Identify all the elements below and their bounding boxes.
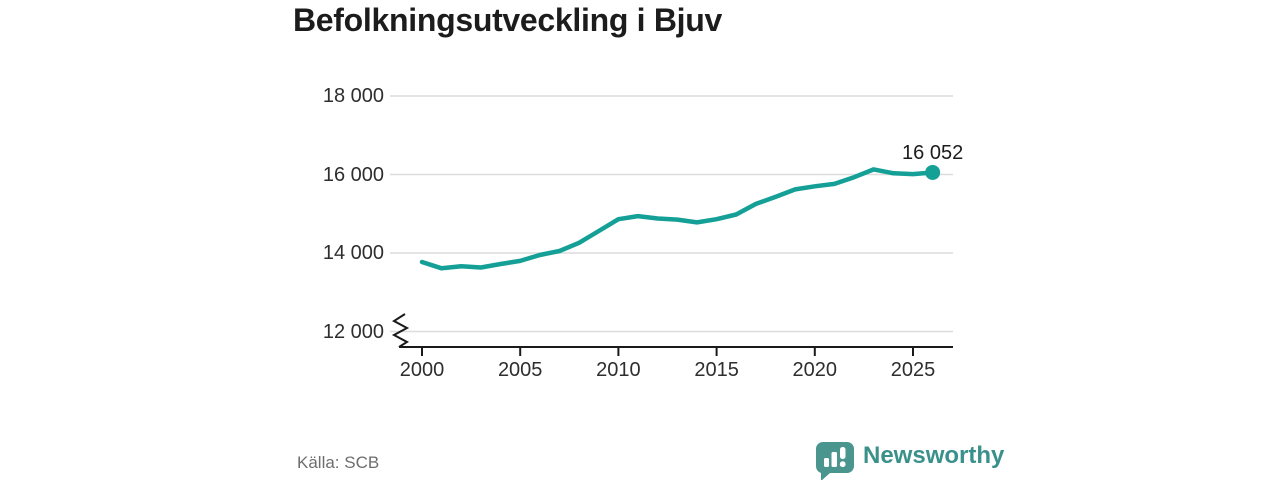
x-axis-tick-label: 2020 [792, 359, 838, 381]
source-label: Källa: SCB [297, 453, 380, 472]
x-axis-tick-label: 2015 [694, 359, 739, 381]
y-axis-tick-label: 18 000 [322, 85, 384, 107]
y-axis-tick-label: 14 000 [322, 242, 384, 264]
y-axis-tick-label: 16 000 [322, 163, 384, 186]
endpoint-marker [925, 164, 941, 180]
exclamation-dot [839, 461, 846, 468]
newsworthy-logo[interactable]: Newsworthy [813, 438, 1004, 480]
population-line-series [419, 167, 935, 271]
y-axis-tick-label: 12 000 [322, 320, 384, 343]
chart-title: Befolkningsutveckling i Bjuv [293, 2, 723, 38]
x-axis-tick-label: 2025 [890, 359, 936, 381]
newsworthy-bubble-chart-icon [815, 442, 854, 480]
newsworthy-logo-text: Newsworthy [863, 442, 1005, 469]
x-axis-tick-label: 2000 [399, 359, 445, 381]
exclamation-stem [840, 447, 846, 459]
end-value-label: 16 052 [902, 142, 964, 165]
x-axis-tick-label: 2010 [596, 359, 641, 381]
axis-break-zigzag [391, 313, 410, 348]
x-axis-tick-label: 2005 [497, 359, 543, 381]
bar-small [824, 458, 829, 467]
bar-tall [831, 452, 837, 467]
